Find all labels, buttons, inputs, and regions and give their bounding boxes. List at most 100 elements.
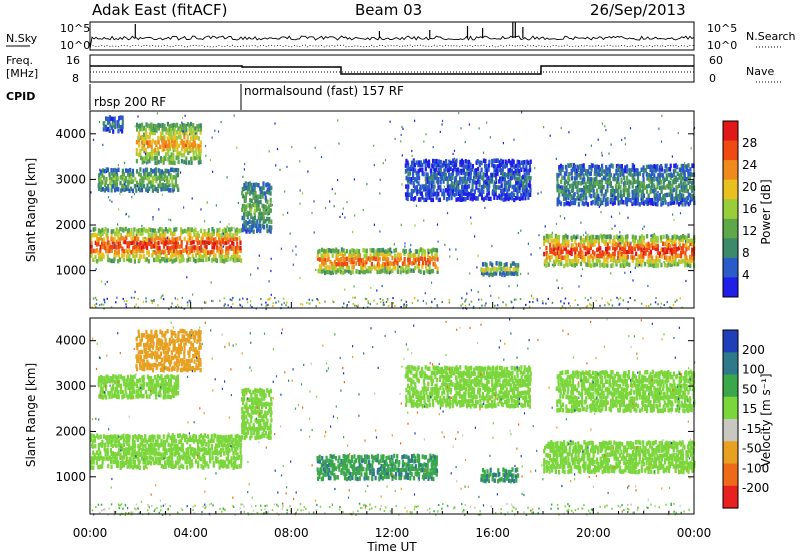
echo-cell bbox=[426, 195, 429, 201]
echo-cell bbox=[161, 363, 164, 368]
echo-cell bbox=[123, 455, 126, 460]
echo-cell bbox=[101, 244, 104, 250]
near-range-cell bbox=[268, 298, 270, 301]
echo-cell bbox=[139, 393, 142, 398]
echo-cell bbox=[183, 329, 186, 334]
echo-cell bbox=[256, 219, 259, 224]
echo-cell bbox=[587, 169, 590, 174]
echo-cell bbox=[431, 268, 435, 274]
echo-cell bbox=[554, 246, 557, 251]
echo-cell bbox=[156, 351, 159, 356]
echo-cell bbox=[117, 451, 120, 456]
echo-cell bbox=[191, 365, 195, 371]
echo-cell bbox=[114, 434, 117, 439]
echo-cell bbox=[135, 253, 138, 258]
echo-cell bbox=[586, 242, 590, 248]
echo-cell bbox=[169, 382, 172, 387]
near-range-cell bbox=[260, 297, 262, 300]
echo-cell bbox=[173, 386, 176, 391]
echo-cell bbox=[604, 169, 607, 174]
noise-cell bbox=[315, 268, 317, 272]
noise-cell bbox=[258, 216, 260, 219]
echo-cell bbox=[243, 186, 246, 191]
echo-cell bbox=[180, 463, 183, 468]
echo-cell bbox=[121, 446, 124, 452]
echo-cell bbox=[100, 394, 103, 400]
echo-cell bbox=[185, 331, 188, 336]
echo-cell bbox=[491, 189, 495, 194]
echo-cell bbox=[474, 174, 477, 180]
near-range-cell bbox=[403, 305, 405, 308]
echo-cell bbox=[135, 169, 139, 174]
echo-cell bbox=[154, 354, 157, 360]
echo-cell bbox=[90, 460, 93, 465]
echo-cell bbox=[207, 439, 210, 444]
echo-cell bbox=[428, 256, 431, 261]
echo-cell bbox=[244, 181, 247, 186]
echo-cell bbox=[503, 172, 506, 177]
echo-cell bbox=[633, 196, 636, 201]
echo-cell bbox=[103, 237, 106, 242]
echo-cell bbox=[181, 334, 184, 339]
echo-cell bbox=[218, 465, 221, 470]
noise-cell bbox=[673, 218, 675, 221]
echo-cell bbox=[241, 397, 244, 402]
echo-cell bbox=[585, 262, 588, 267]
echo-cell bbox=[149, 343, 153, 348]
echo-cell bbox=[592, 234, 595, 240]
echo-cell bbox=[202, 442, 205, 447]
echo-cell bbox=[655, 255, 658, 260]
echo-cell bbox=[579, 249, 583, 255]
echo-cell bbox=[253, 187, 256, 192]
noise-cell bbox=[557, 286, 559, 289]
echo-cell bbox=[239, 435, 242, 440]
echo-cell bbox=[478, 192, 481, 197]
echo-cell bbox=[92, 257, 95, 263]
echo-cell bbox=[669, 201, 672, 206]
echo-cell bbox=[633, 192, 636, 198]
echo-cell bbox=[171, 167, 174, 172]
echo-cell bbox=[236, 452, 239, 457]
echo-cell bbox=[585, 188, 588, 194]
echo-cell bbox=[219, 254, 222, 260]
echo-cell bbox=[182, 257, 185, 263]
freq-label-2: [MHz] bbox=[6, 67, 38, 80]
echo-cell bbox=[112, 459, 115, 465]
echo-cell bbox=[197, 233, 201, 238]
echo-cell bbox=[150, 122, 153, 127]
echo-cell bbox=[223, 240, 226, 246]
echo-cell bbox=[243, 224, 246, 229]
noise-cell bbox=[690, 147, 692, 150]
echo-cell bbox=[169, 227, 172, 233]
noise-cell bbox=[564, 217, 566, 220]
noise-cell bbox=[443, 185, 445, 188]
echo-cell bbox=[662, 241, 665, 246]
echo-cell bbox=[233, 460, 236, 466]
echo-cell bbox=[193, 156, 196, 161]
echo-cell bbox=[593, 192, 596, 197]
echo-cell bbox=[252, 216, 255, 221]
echo-cell bbox=[189, 246, 193, 251]
noise-cell bbox=[292, 263, 294, 266]
echo-cell bbox=[653, 259, 656, 264]
echo-cell bbox=[142, 465, 146, 470]
echo-cell bbox=[202, 447, 205, 452]
echo-cell bbox=[106, 375, 109, 380]
echo-cell bbox=[171, 385, 174, 390]
echo-cell bbox=[173, 147, 176, 152]
echo-cell bbox=[179, 328, 182, 334]
echo-cell bbox=[667, 235, 670, 240]
echo-cell bbox=[176, 236, 179, 242]
echo-cell bbox=[115, 452, 118, 457]
echo-cell bbox=[203, 438, 206, 443]
echo-cell bbox=[145, 394, 149, 399]
echo-cell bbox=[148, 450, 151, 455]
echo-cell bbox=[415, 160, 418, 165]
echo-cell bbox=[141, 378, 144, 383]
echo-cell bbox=[616, 173, 620, 178]
echo-cell bbox=[655, 259, 658, 264]
noise-cell bbox=[280, 247, 282, 250]
echo-cell bbox=[458, 180, 461, 185]
echo-cell bbox=[674, 259, 677, 264]
echo-cell bbox=[230, 460, 233, 465]
